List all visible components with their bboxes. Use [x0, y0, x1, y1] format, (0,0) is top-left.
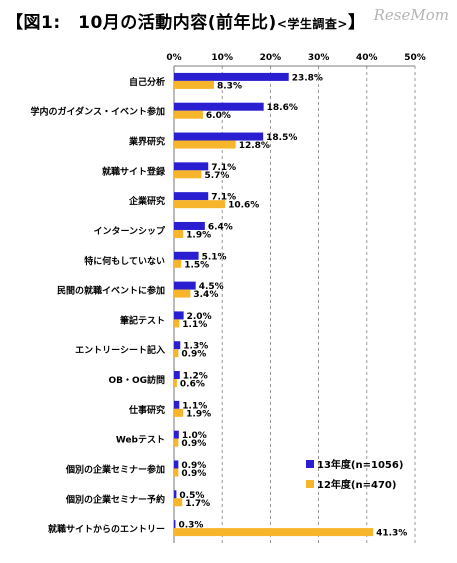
data-label: 6.4% — [208, 222, 233, 232]
bar — [174, 349, 179, 358]
bar — [174, 528, 374, 537]
data-label: 18.5% — [266, 133, 297, 143]
bar — [174, 490, 177, 499]
category-label: 就職サイト登録 — [102, 165, 166, 177]
bar — [174, 400, 180, 409]
category-label: インターンシップ — [93, 225, 166, 237]
data-label: 1.5% — [184, 260, 209, 270]
category-label: 特に何もしていない — [84, 255, 165, 267]
category-label: 企業研究 — [128, 195, 165, 207]
x-tick-label: 50% — [404, 53, 426, 63]
data-label: 1.2% — [183, 372, 208, 382]
bar — [174, 498, 183, 507]
bar — [174, 221, 205, 230]
watermark-logo: ReseMom — [373, 6, 449, 24]
bar — [174, 520, 176, 529]
bar — [174, 468, 179, 477]
category-label: 自己分析 — [129, 76, 165, 88]
bar — [174, 162, 209, 171]
bar — [174, 438, 179, 447]
data-label: 4.5% — [199, 282, 224, 292]
bar — [174, 311, 184, 320]
data-label: 1.9% — [186, 230, 211, 240]
category-label: 筆記テスト — [120, 314, 165, 326]
data-label: 10.6% — [228, 201, 259, 211]
bar — [174, 80, 215, 89]
category-label: 学内のガイダンス・イベント参加 — [31, 106, 165, 118]
data-label: 0.9% — [181, 439, 206, 449]
data-label: 5.7% — [204, 171, 229, 181]
data-label: 5.1% — [202, 252, 227, 262]
data-label: 0.3% — [178, 521, 203, 531]
bar — [174, 281, 196, 290]
category-label: 就職サイトからのエントリー — [48, 523, 165, 535]
bar — [174, 110, 203, 119]
data-label: 1.3% — [183, 342, 208, 352]
data-label: 0.9% — [181, 350, 206, 360]
data-label: 6.0% — [206, 111, 231, 121]
bar — [174, 132, 264, 141]
chart-title: 【図1: 10月の活動内容(前年比)<学生調査>】 — [6, 8, 365, 33]
data-label: 1.9% — [186, 409, 211, 419]
bar — [174, 289, 191, 298]
x-tick-label: 10% — [211, 53, 233, 63]
category-label: 業界研究 — [128, 136, 165, 148]
data-label: 8.3% — [217, 81, 242, 91]
bar — [174, 251, 199, 260]
data-label: 3.4% — [193, 290, 218, 300]
data-label: 18.6% — [267, 103, 298, 113]
chart-title-main: 【図1: 10月の活動内容(前年比) — [6, 13, 277, 33]
bar — [174, 200, 226, 209]
category-label: 個別の企業セミナー予約 — [65, 493, 165, 505]
data-label: 1.1% — [182, 320, 207, 330]
bar — [174, 140, 236, 149]
chart-title-sub: <学生調査> — [276, 17, 348, 31]
bar — [174, 379, 177, 388]
data-label: 2.0% — [187, 312, 212, 322]
x-tick-label: 40% — [356, 53, 378, 63]
category-label: Webテスト — [116, 435, 165, 446]
data-label: 0.9% — [181, 469, 206, 479]
bar — [174, 229, 184, 238]
data-label: 7.1% — [211, 163, 236, 173]
data-label: 0.5% — [179, 491, 204, 501]
category-label: 仕事研究 — [128, 404, 165, 416]
data-label: 7.1% — [211, 193, 236, 203]
category-label: OB・OG訪問 — [108, 374, 165, 386]
bar — [174, 371, 180, 380]
category-label: エントリーシート記入 — [75, 344, 165, 356]
legend-swatch — [306, 480, 314, 488]
data-label: 1.1% — [182, 401, 207, 411]
data-label: 0.6% — [180, 380, 205, 390]
bar — [174, 460, 179, 469]
x-tick-label: 0% — [166, 53, 181, 63]
data-label: 0.9% — [181, 461, 206, 471]
data-label: 1.0% — [182, 431, 207, 441]
chart-title-close: 】 — [347, 13, 366, 33]
category-label: 民間の就職イベントに参加 — [57, 285, 165, 297]
bar — [174, 408, 184, 417]
legend-label: 12年度(n=470) — [317, 478, 396, 491]
bar — [174, 192, 209, 201]
legend-label: 13年度(n=1056) — [317, 458, 403, 471]
legend-swatch — [306, 460, 314, 468]
bar — [174, 259, 182, 268]
x-tick-label: 20% — [260, 53, 282, 63]
bar — [174, 72, 289, 81]
x-tick-label: 30% — [308, 53, 330, 63]
bar — [174, 102, 264, 111]
bar — [174, 170, 202, 179]
data-label: 23.8% — [292, 73, 323, 83]
data-label: 41.3% — [376, 529, 407, 539]
category-label: 個別の企業セミナー参加 — [65, 463, 165, 475]
bar — [174, 430, 179, 439]
data-label: 12.8% — [239, 141, 270, 151]
bar — [174, 319, 180, 328]
data-label: 1.7% — [185, 499, 210, 509]
bar — [174, 341, 181, 350]
